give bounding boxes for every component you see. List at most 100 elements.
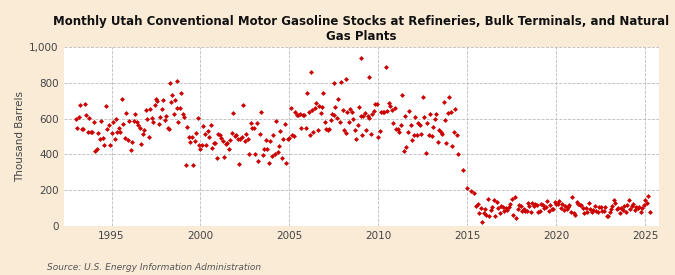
Point [140,108,151,112]
Point [614,211,625,216]
Point [387,120,398,125]
Point [477,220,487,224]
Point [549,200,560,204]
Point [286,106,296,110]
Point [250,152,261,156]
Point [352,122,363,127]
Point [504,205,514,210]
Point [580,205,591,210]
Point [81,113,92,118]
Point [515,204,526,209]
Point [143,135,154,139]
Point [192,116,203,120]
Point [209,141,219,145]
Point [485,208,496,213]
Point [487,205,498,210]
Point [146,116,157,120]
Point [527,201,538,205]
Point [406,123,416,127]
Point [595,205,606,209]
Point [526,210,537,214]
Point [236,135,247,140]
Y-axis label: Thousand Barrels: Thousand Barrels [15,91,25,182]
Point [558,207,569,212]
Point [287,133,298,137]
Point [299,112,310,117]
Point [535,209,545,213]
Point [144,107,155,111]
Point [601,214,612,218]
Point [238,103,249,107]
Point [318,91,329,95]
Point [470,204,481,208]
Point [348,117,358,122]
Point [294,112,305,116]
Point [391,127,402,131]
Point [531,202,542,207]
Point [97,136,108,140]
Point [314,103,325,108]
Point [537,202,548,207]
Point [284,136,295,141]
Point [438,100,449,104]
Point [107,120,118,125]
Point [554,199,564,203]
Point [536,202,547,206]
Point [564,203,575,207]
Point [398,148,409,153]
Point [502,208,512,212]
Point [231,133,242,137]
Point [103,123,114,127]
Point [489,198,500,202]
Point [551,201,562,206]
Point [244,152,254,156]
Point [355,56,366,60]
Point [562,205,573,210]
Point [480,207,491,211]
Point [354,105,364,109]
Point [447,144,458,148]
Point [508,213,518,217]
Point [598,208,609,213]
Point [248,125,259,130]
Point [198,124,209,128]
Point [500,205,511,210]
Point [265,139,275,143]
Point [395,122,406,127]
Point [163,126,173,130]
Point [594,205,605,209]
Point [227,111,238,115]
Point [106,131,117,135]
Point [296,125,306,130]
Point [637,206,647,210]
Point [329,81,340,85]
Point [509,194,520,199]
Point [635,210,646,214]
Point [429,117,440,121]
Point [201,143,212,147]
Point [317,105,327,110]
Point [195,147,206,151]
Point [539,206,549,210]
Text: Source: U.S. Energy Information Administration: Source: U.S. Energy Information Administ… [47,263,261,272]
Point [361,128,372,133]
Point [324,127,335,132]
Point [88,120,99,125]
Point [572,200,583,204]
Point [139,128,150,132]
Point [416,132,427,137]
Point [413,120,424,125]
Point [365,132,376,136]
Point [497,205,508,209]
Point [99,142,109,147]
Point [118,122,129,126]
Point [452,133,462,138]
Point [283,137,294,142]
Point [219,155,230,160]
Point [417,95,428,99]
Point [599,205,610,209]
Point [408,133,419,138]
Point [570,212,580,217]
Point [380,65,391,69]
Point [152,98,163,103]
